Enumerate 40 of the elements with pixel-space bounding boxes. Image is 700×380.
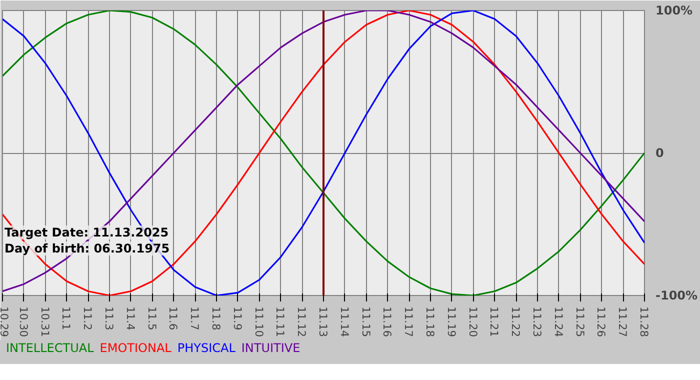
x-tick-label: 11.21 [488, 306, 501, 338]
text: INTUITIVE [241, 341, 300, 355]
x-tick-label: 11.3 [102, 306, 116, 330]
x-tick-label: 11.10 [252, 306, 266, 338]
annotation: Day of birth: 06.30.1975 [4, 242, 170, 256]
y-tick-label: -100% [656, 288, 698, 302]
x-tick-label: 11.2 [81, 306, 94, 330]
x-tick-label: 11.1 [60, 306, 73, 330]
x-tick-label: 11.17 [402, 306, 416, 338]
x-tick-label: 11.20 [466, 306, 480, 338]
x-tick-label: 11.6 [166, 306, 180, 330]
text: INTELLECTUAL [6, 341, 94, 355]
x-tick-label: 11.27 [616, 306, 630, 338]
x-tick-label: 11.11 [274, 306, 287, 338]
y-tick-label: 0 [656, 146, 664, 160]
x-tick-label: 11.22 [509, 306, 522, 338]
x-tick-label: 11.7 [188, 306, 202, 330]
x-tick-label: 11.5 [145, 306, 158, 330]
x-tick-label: 10.31 [38, 306, 52, 338]
x-tick-label: 10.30 [16, 306, 30, 338]
x-tick-label: 11.8 [210, 306, 222, 330]
x-tick-label: 11.26 [594, 306, 608, 338]
annotation: Target Date: 11.13.2025 [4, 226, 169, 240]
x-tick-label: 11.15 [359, 306, 372, 338]
x-tick-label: 11.28 [638, 306, 650, 338]
x-tick-label: 11.23 [530, 306, 544, 338]
x-tick-label: 11.16 [380, 306, 394, 338]
text: PHYSICAL [177, 341, 236, 355]
y-tick-label: 100% [656, 4, 693, 18]
x-tick-label: 11.14 [338, 306, 351, 338]
x-tick-label: 11.4 [124, 306, 137, 330]
x-tick-label: 11.18 [424, 306, 436, 338]
text: EMOTIONAL [100, 341, 172, 355]
x-tick-label: 10.29 [0, 306, 10, 338]
x-tick-label: 11.13 [316, 306, 330, 338]
x-tick-label: 11.25 [573, 306, 586, 338]
x-tick-label: 11.19 [444, 306, 458, 338]
x-tick-label: 11.12 [295, 306, 308, 338]
x-tick-label: 11.24 [552, 306, 565, 338]
x-tick-label: 11.9 [230, 306, 244, 330]
